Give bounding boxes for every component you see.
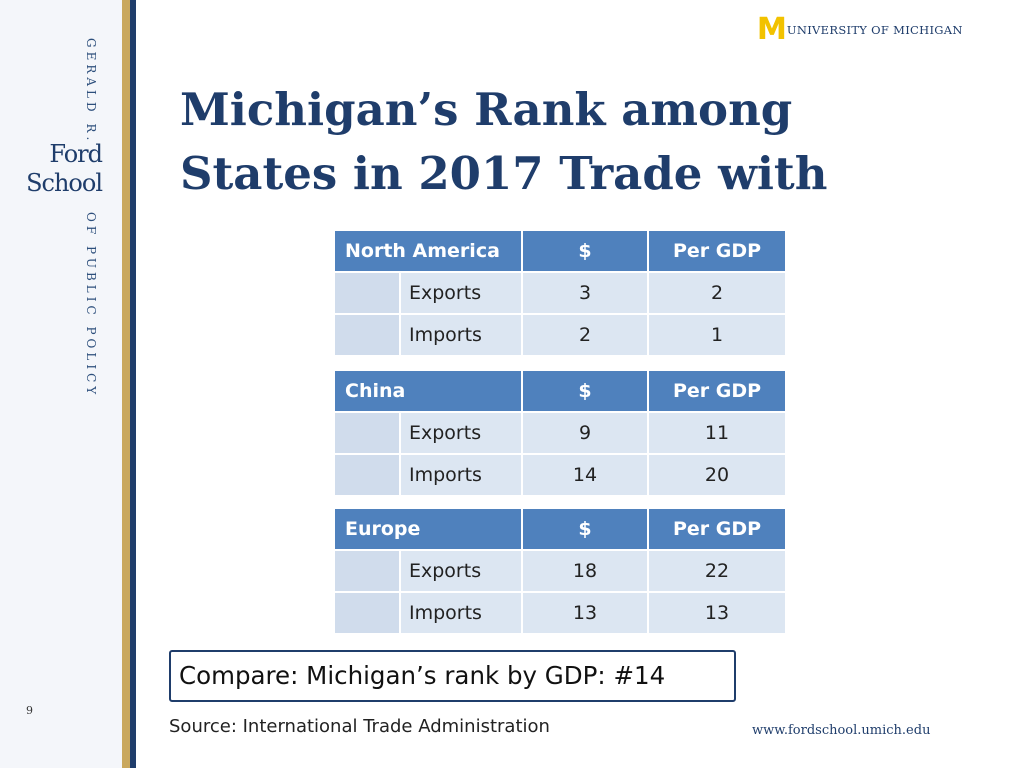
table-header-row: Europe $ Per GDP xyxy=(332,507,788,551)
row-label: Exports xyxy=(399,271,523,315)
europe-table: Europe $ Per GDP Exports 18 22 Imports 1… xyxy=(332,507,788,635)
dollar-rank: 18 xyxy=(521,549,650,593)
gdp-rank: 22 xyxy=(647,549,788,593)
ford-school-logo: Ford School xyxy=(14,140,103,198)
blank-cell xyxy=(333,453,401,497)
university-name: UNIVERSITY OF MICHIGAN xyxy=(786,23,963,37)
gdp-rank: 20 xyxy=(647,453,787,497)
blank-cell xyxy=(333,549,401,593)
dollar-header: $ xyxy=(521,229,649,273)
table-row: Exports 18 22 xyxy=(333,549,788,593)
university-logo: M UNIVERSITY OF MICHIGAN xyxy=(757,12,963,47)
compare-callout: Compare: Michigan’s rank by GDP: #14 xyxy=(169,650,736,702)
gdp-rank: 13 xyxy=(647,591,788,635)
slide-title: Michigan’s Rank among States in 2017 Tra… xyxy=(180,78,900,206)
row-label: Exports xyxy=(399,411,523,455)
sidebar-background xyxy=(0,0,122,768)
dollar-rank: 9 xyxy=(521,411,649,455)
per-gdp-header: Per GDP xyxy=(647,369,787,413)
north-america-table: North America $ Per GDP Exports 3 2 Impo… xyxy=(333,229,787,357)
per-gdp-header: Per GDP xyxy=(647,229,787,273)
blank-cell xyxy=(333,313,401,357)
block-m-logo: M xyxy=(757,12,787,47)
dollar-rank: 3 xyxy=(521,271,649,315)
title-line-2: States in 2017 Trade with xyxy=(180,147,828,200)
region-header: North America xyxy=(333,229,523,273)
per-gdp-header: Per GDP xyxy=(647,507,788,551)
sidebar-bottom-text: OF PUBLIC POLICY xyxy=(84,212,98,399)
table-row: Exports 9 11 xyxy=(333,411,787,455)
row-label: Imports xyxy=(399,313,523,357)
table-row: Imports 2 1 xyxy=(333,313,787,357)
table-header-row: North America $ Per GDP xyxy=(333,229,787,273)
dollar-rank: 14 xyxy=(521,453,649,497)
table-row: Imports 14 20 xyxy=(333,453,787,497)
china-table: China $ Per GDP Exports 9 11 Imports 14 … xyxy=(333,369,787,497)
region-header: Europe xyxy=(332,507,524,551)
row-label: Exports xyxy=(398,549,524,593)
blank-cell xyxy=(333,271,401,315)
region-header: China xyxy=(333,369,523,413)
gold-stripe xyxy=(122,0,130,768)
gdp-rank: 1 xyxy=(647,313,787,357)
blank-cell xyxy=(333,411,401,455)
title-line-1: Michigan’s Rank among xyxy=(180,83,793,136)
blank-cell xyxy=(333,591,401,635)
source-note: Source: International Trade Administrati… xyxy=(169,716,550,737)
dollar-rank: 13 xyxy=(521,591,650,635)
table-row: Exports 3 2 xyxy=(333,271,787,315)
row-label: Imports xyxy=(398,591,524,635)
table-row: Imports 13 13 xyxy=(333,591,788,635)
page-number: 9 xyxy=(26,704,33,717)
gdp-rank: 11 xyxy=(647,411,787,455)
table-header-row: China $ Per GDP xyxy=(333,369,787,413)
dollar-header: $ xyxy=(521,369,649,413)
logo-line-ford: Ford xyxy=(49,140,103,168)
logo-line-school: School xyxy=(26,169,103,197)
row-label: Imports xyxy=(399,453,523,497)
gdp-rank: 2 xyxy=(647,271,787,315)
dollar-rank: 2 xyxy=(521,313,649,357)
dollar-header: $ xyxy=(521,507,650,551)
sidebar-top-text: GERALD R. xyxy=(84,38,98,145)
website-url: www.fordschool.umich.edu xyxy=(752,723,931,738)
blue-stripe xyxy=(130,0,136,768)
